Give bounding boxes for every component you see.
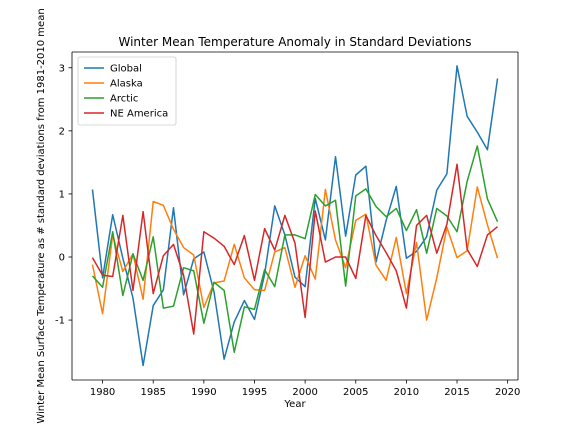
legend-label-global: Global	[110, 64, 142, 75]
series-layer	[91, 65, 499, 367]
x-tick-label: 1985	[140, 387, 165, 398]
y-tick-label: 3	[59, 63, 65, 74]
legend-label-arctic: Arctic	[110, 94, 138, 105]
x-tick-label: 2020	[495, 387, 520, 398]
x-axis-label: Year	[283, 399, 306, 410]
legend-box	[77, 56, 177, 126]
y-tick-label: 1	[59, 189, 65, 200]
series-line-alaska	[91, 186, 499, 321]
series-line-arctic	[91, 145, 499, 353]
y-tick-label: 0	[59, 253, 65, 264]
legend-label-alaska: Alaska	[110, 79, 143, 90]
y-axis-label: Winter Mean Surface Temperature as # sta…	[36, 8, 47, 423]
series-line-global	[91, 65, 499, 367]
x-tick-label: 2015	[444, 387, 469, 398]
chart-title: Winter Mean Temperature Anomaly in Stand…	[119, 35, 472, 49]
y-tick-label: -1	[55, 316, 65, 327]
x-tick-label: 1995	[242, 387, 267, 398]
x-tick-label: 2005	[343, 387, 368, 398]
x-tick-label: 1990	[191, 387, 216, 398]
legend: Global Alaska Arctic NE America	[77, 56, 177, 126]
axes-layer: 1980 1985 1990 1995 2000 2005 2010 2015 2020 -1 0 1…	[55, 51, 520, 398]
x-tick-label: 2010	[394, 387, 419, 398]
x-tick-label: 2000	[292, 387, 317, 398]
x-tick-label: 1980	[90, 387, 115, 398]
y-tick-label: 2	[59, 126, 65, 137]
series-line-ne-america	[91, 163, 499, 335]
legend-label-ne-america: NE America	[110, 109, 168, 120]
